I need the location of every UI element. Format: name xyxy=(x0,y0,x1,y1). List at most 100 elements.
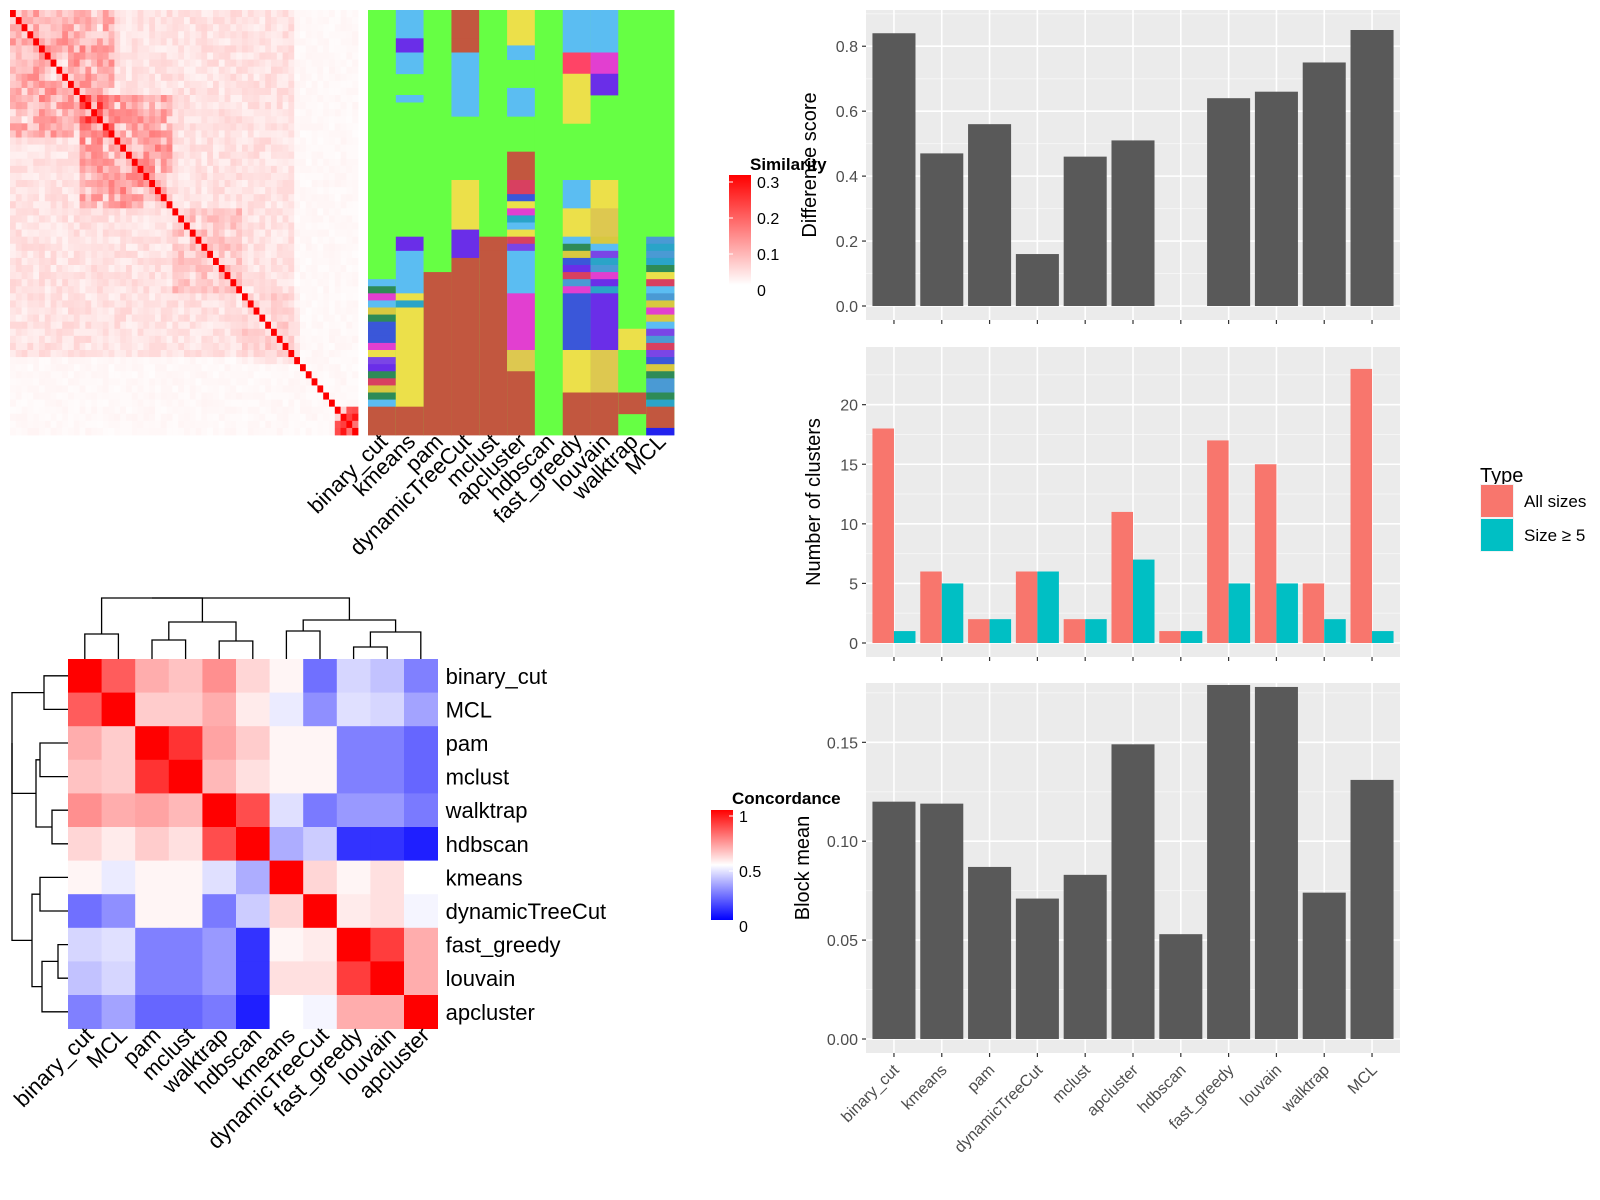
similarity-cell xyxy=(178,38,185,46)
similarity-cell xyxy=(340,158,347,167)
membership-cell xyxy=(368,10,397,280)
similarity-cell xyxy=(68,66,75,75)
similarity-cell xyxy=(10,350,17,358)
similarity-cell xyxy=(50,151,57,160)
similarity-cell xyxy=(247,321,254,330)
similarity-cell xyxy=(334,257,341,266)
similarity-cell xyxy=(143,38,150,46)
similarity-cell xyxy=(114,357,121,365)
y-tick-label: 0 xyxy=(849,636,858,653)
similarity-cell xyxy=(236,158,243,167)
similarity-cell xyxy=(102,80,109,89)
similarity-cell xyxy=(352,321,359,330)
similarity-cell xyxy=(259,144,266,153)
similarity-cell xyxy=(253,427,260,436)
similarity-cell xyxy=(27,272,34,280)
similarity-cell xyxy=(224,144,231,153)
membership-cell xyxy=(646,10,675,238)
similarity-cell xyxy=(259,137,266,145)
similarity-cell xyxy=(224,80,231,89)
similarity-cell xyxy=(224,257,231,266)
similarity-cell xyxy=(15,399,22,408)
similarity-cell xyxy=(56,257,63,266)
similarity-cell xyxy=(288,335,295,344)
similarity-cell xyxy=(85,109,92,117)
similarity-cell xyxy=(253,257,260,266)
similarity-cell xyxy=(253,300,260,308)
similarity-cell xyxy=(160,300,167,308)
similarity-cell xyxy=(15,385,22,393)
similarity-cell xyxy=(126,286,133,294)
similarity-cell xyxy=(172,130,179,138)
similarity-cell xyxy=(317,180,324,188)
similarity-cell xyxy=(224,24,231,32)
similarity-cell xyxy=(102,123,109,131)
similarity-cell xyxy=(27,215,34,223)
similarity-cell xyxy=(21,208,28,216)
similarity-cell xyxy=(166,151,173,160)
similarity-cell xyxy=(201,321,208,330)
similarity-cell xyxy=(178,399,185,408)
similarity-cell xyxy=(21,151,28,160)
similarity-cell xyxy=(242,272,249,280)
membership-cell xyxy=(395,38,425,53)
similarity-cell xyxy=(143,293,150,301)
similarity-cell xyxy=(207,279,214,287)
similarity-cell xyxy=(282,357,289,365)
similarity-cell xyxy=(39,420,46,429)
similarity-cell xyxy=(21,257,28,266)
similarity-cell xyxy=(300,413,307,422)
similarity-cell xyxy=(114,73,121,82)
similarity-cell xyxy=(143,279,150,287)
similarity-cell xyxy=(346,406,353,415)
similarity-cell xyxy=(131,144,138,153)
y-tick-label: 15 xyxy=(840,457,858,474)
similarity-cell xyxy=(265,420,272,429)
similarity-cell xyxy=(56,130,63,138)
similarity-cell xyxy=(184,335,191,344)
similarity-cell xyxy=(352,109,359,117)
similarity-cell xyxy=(102,137,109,145)
similarity-cell xyxy=(253,151,260,160)
similarity-cell xyxy=(352,144,359,153)
concordance-cell xyxy=(236,894,270,929)
similarity-cell xyxy=(253,87,260,96)
similarity-cell xyxy=(126,144,133,153)
similarity-cell xyxy=(352,201,359,209)
similarity-cell xyxy=(195,307,202,315)
similarity-cell xyxy=(97,321,104,330)
similarity-cell xyxy=(79,314,86,323)
similarity-cell xyxy=(213,31,220,39)
similarity-cell xyxy=(236,413,243,422)
similarity-cell xyxy=(68,158,75,167)
similarity-cell xyxy=(108,357,115,365)
similarity-cell xyxy=(317,279,324,287)
similarity-cell xyxy=(207,130,214,138)
similarity-cell xyxy=(15,364,22,372)
similarity-cell xyxy=(218,109,225,117)
similarity-cell xyxy=(259,229,266,238)
similarity-cell xyxy=(271,187,278,195)
similarity-cell xyxy=(311,257,318,266)
similarity-cell xyxy=(39,87,46,96)
similarity-cell xyxy=(195,116,202,124)
similarity-cell xyxy=(131,335,138,344)
similarity-cell xyxy=(300,31,307,39)
similarity-cell xyxy=(108,66,115,75)
similarity-cell xyxy=(305,350,312,358)
similarity-cell xyxy=(44,243,51,252)
concordance-cell xyxy=(370,860,405,895)
similarity-cell xyxy=(131,371,138,379)
similarity-cell xyxy=(149,38,156,46)
similarity-cell xyxy=(224,229,231,238)
similarity-cell xyxy=(323,364,330,372)
similarity-cell xyxy=(253,279,260,287)
bar xyxy=(1063,874,1107,1039)
similarity-cell xyxy=(10,328,17,337)
similarity-cell xyxy=(172,350,179,358)
similarity-cell xyxy=(108,187,115,195)
similarity-cell xyxy=(305,52,312,60)
similarity-cell xyxy=(201,102,208,110)
similarity-cell xyxy=(108,328,115,337)
similarity-cell xyxy=(50,272,57,280)
